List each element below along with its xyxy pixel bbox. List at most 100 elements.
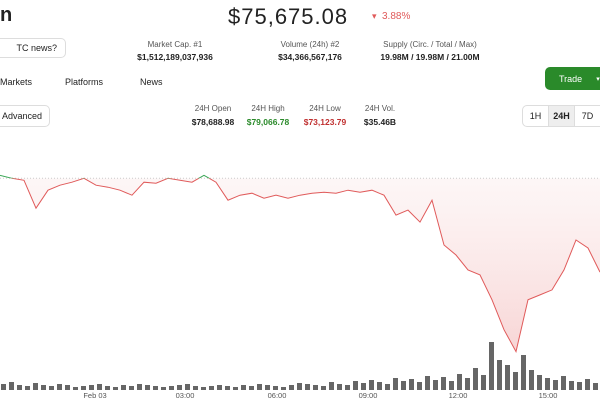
- volume-bar: [225, 386, 230, 390]
- volume-bar: [441, 377, 446, 390]
- volume-bar: [241, 385, 246, 390]
- volume-bar: [409, 379, 414, 390]
- volume-bar: [41, 385, 46, 390]
- volume-bar: [89, 385, 94, 390]
- volume-bar: [569, 381, 574, 390]
- volume-bar: [137, 384, 142, 390]
- volume-bar: [481, 375, 486, 390]
- trade-button[interactable]: Trade ▾: [545, 67, 600, 90]
- volume-bar: [289, 385, 294, 390]
- x-tick-label: 09:00: [359, 391, 378, 400]
- volume-bar: [385, 384, 390, 390]
- volume-bar: [249, 386, 254, 390]
- stat-value: 19.98M / 19.98M / 21.00M: [380, 52, 480, 62]
- volume-bar: [417, 382, 422, 390]
- stat-value: $1,512,189,037,936: [137, 52, 213, 62]
- tab[interactable]: News: [140, 77, 163, 87]
- tab[interactable]: Markets: [0, 77, 33, 87]
- volume-bar: [361, 383, 366, 390]
- volume-bar: [25, 386, 30, 390]
- volume-bar: [585, 379, 590, 390]
- volume-bar: [393, 378, 398, 390]
- volume-bar: [433, 380, 438, 390]
- volume-bar: [489, 342, 494, 390]
- volume-bar: [49, 386, 54, 390]
- volume-bar: [305, 384, 310, 390]
- volume-bar: [1, 384, 6, 390]
- day-stat-label: 24H Open: [194, 104, 232, 113]
- volume-bar: [593, 383, 598, 390]
- volume-bar: [329, 382, 334, 390]
- volume-bar: [553, 380, 558, 390]
- volume-bar: [161, 387, 166, 390]
- volume-bar: [57, 384, 62, 390]
- volume-bar: [33, 383, 38, 390]
- x-tick-label: Feb 03: [83, 391, 106, 400]
- volume-bar: [521, 355, 526, 390]
- volume-bar: [529, 370, 534, 390]
- volume-bar: [401, 381, 406, 390]
- volume-bar: [81, 386, 86, 390]
- volume-bar: [9, 382, 14, 390]
- volume-bar: [273, 386, 278, 390]
- volume-bar: [73, 387, 78, 390]
- volume-bar: [281, 387, 286, 390]
- price: $75,675.08: [228, 4, 349, 29]
- caret: ▾: [596, 75, 600, 83]
- volume-bar: [473, 368, 478, 390]
- volume-bar: [129, 386, 134, 390]
- x-tick-label: 15:00: [539, 391, 558, 400]
- day-stat-label: 24H High: [251, 104, 285, 113]
- volume-bar: [497, 360, 502, 390]
- change: 3.88%: [382, 11, 411, 22]
- volume-bar: [345, 385, 350, 390]
- volume-bar: [449, 381, 454, 390]
- volume-bar: [169, 386, 174, 390]
- change-icon: ▾: [372, 11, 377, 21]
- volume-bar: [201, 387, 206, 390]
- advanced-button[interactable]: Advanced: [0, 105, 50, 127]
- volume-bar: [153, 386, 158, 390]
- volume-bar: [145, 385, 150, 390]
- stat-label: Supply (Circ. / Total / Max): [383, 40, 477, 49]
- volume-bar: [257, 384, 262, 390]
- day-stat-label: 24H Vol.: [364, 104, 396, 113]
- volume-bar: [505, 365, 510, 390]
- volume-bar: [177, 385, 182, 390]
- volume-bar: [185, 384, 190, 390]
- stat-label: Market Cap. #1: [147, 40, 203, 49]
- day-stat-label: 24H Low: [309, 104, 341, 113]
- volume-bar: [313, 385, 318, 390]
- volume-bar: [209, 386, 214, 390]
- day-stat-value: $73,123.79: [303, 117, 347, 127]
- volume-bar: [105, 386, 110, 390]
- volume-bar: [297, 383, 302, 390]
- day-stat-value: $35.46B: [363, 117, 397, 127]
- volume-bar: [17, 385, 22, 390]
- stat-value: $34,366,567,176: [278, 52, 342, 62]
- volume-bar: [369, 380, 374, 390]
- area-fill: [11, 178, 600, 352]
- volume-bar: [425, 376, 430, 390]
- volume-bar: [577, 382, 582, 390]
- volume-bar: [321, 386, 326, 390]
- range-button[interactable]: 7D: [574, 105, 600, 127]
- volume-bar: [337, 384, 342, 390]
- volume-bar: [457, 374, 462, 390]
- x-tick-label: 06:00: [268, 391, 287, 400]
- range-button[interactable]: 24H: [548, 105, 575, 127]
- volume-bar: [265, 385, 270, 390]
- volume-bar: [65, 385, 70, 390]
- tab[interactable]: Platforms: [65, 77, 104, 87]
- news-button[interactable]: TC news?: [0, 38, 66, 58]
- price-line-down: [9, 178, 600, 353]
- volume-bar: [233, 387, 238, 390]
- volume-bar: [97, 384, 102, 390]
- volume-bar: [537, 375, 542, 390]
- volume-bar: [561, 376, 566, 390]
- day-stat-value: $78,688.98: [191, 117, 235, 127]
- volume-bar: [353, 381, 358, 390]
- stat-label: Volume (24h) #2: [280, 40, 340, 49]
